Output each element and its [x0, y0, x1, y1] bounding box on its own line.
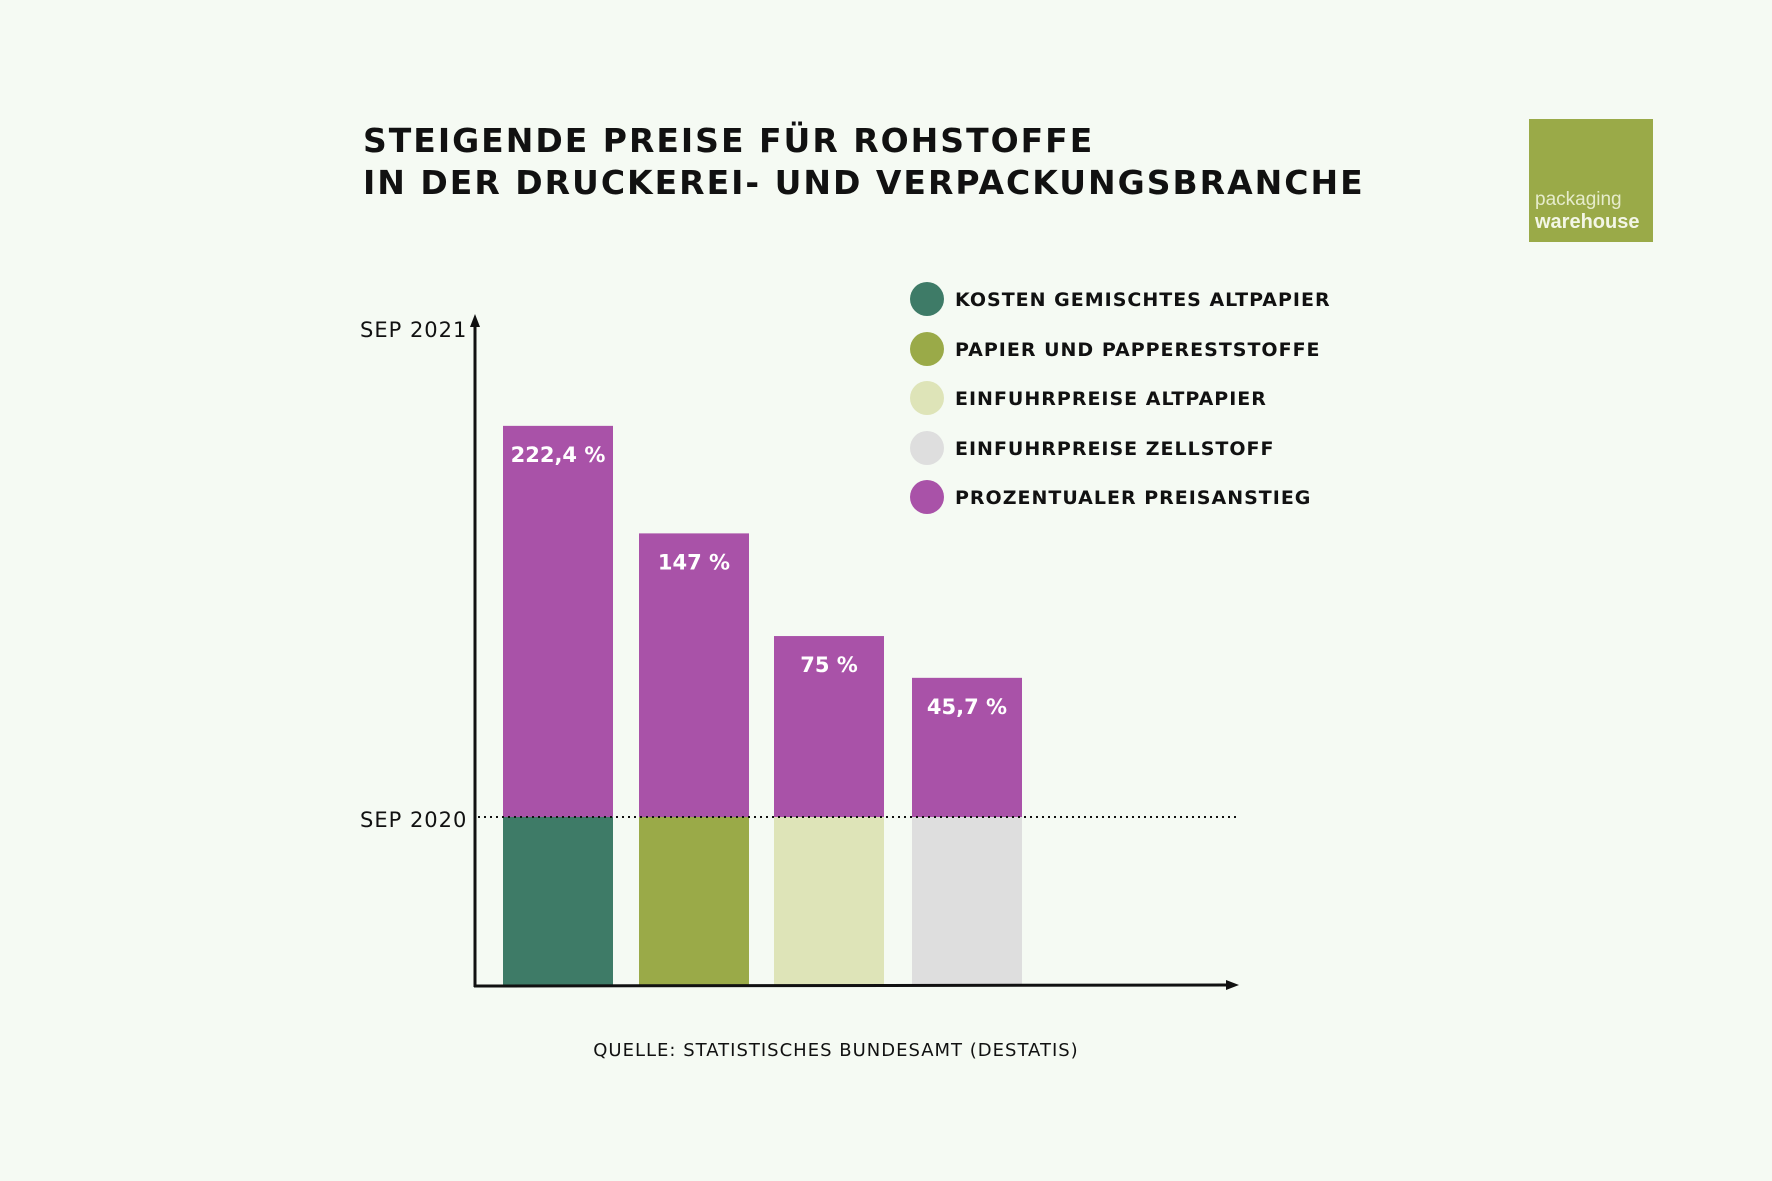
legend-item: KOSTEN GEMISCHTES ALTPAPIER	[910, 282, 1331, 332]
legend-item: PAPIER UND PAPPERESTSTOFFE	[910, 331, 1331, 382]
legend-swatch-icon	[910, 480, 944, 514]
logo-text-2: warehouse	[1535, 211, 1640, 233]
legend-swatch-icon	[910, 381, 944, 415]
legend-swatch-icon	[910, 430, 944, 465]
legend-label: KOSTEN GEMISCHTES ALTPAPIER	[955, 289, 1331, 311]
legend-swatch-icon	[910, 331, 944, 366]
chart-title: STEIGENDE PREISE FÜR ROHSTOFFE IN DER DR…	[363, 120, 1365, 204]
x-axis	[473, 983, 1229, 988]
y-tick-sep-2020: SEP 2020	[360, 808, 468, 832]
legend-item: EINFUHRPREISE ZELLSTOFF	[910, 430, 1331, 481]
legend-label: PROZENTUALER PREISANSTIEG	[955, 487, 1312, 509]
y-tick-sep-2021: SEP 2021	[360, 318, 468, 342]
data-label: 222,4 %	[511, 443, 606, 467]
legend-item: PROZENTUALER PREISANSTIEG	[910, 480, 1331, 530]
source-note: QUELLE: STATISTISCHES BUNDESAMT (DESTATI…	[593, 1040, 1079, 1061]
bar-increase-2	[639, 533, 749, 817]
legend-label: EINFUHRPREISE ZELLSTOFF	[955, 437, 1275, 460]
bar-increase-1	[503, 425, 613, 817]
legend-label: EINFUHRPREISE ALTPAPIER	[955, 388, 1267, 410]
data-label: 75 %	[800, 653, 858, 677]
bar-increase-3	[774, 636, 884, 817]
bar-base-2	[639, 817, 749, 985]
title-line-2: IN DER DRUCKEREI- UND VERPACKUNGSBRANCHE	[363, 163, 1365, 202]
y-axis-arrow	[470, 314, 480, 327]
x-axis-arrow	[1226, 980, 1239, 990]
bar-increase-4	[912, 677, 1022, 817]
data-label: 147 %	[658, 550, 730, 574]
legend-item: EINFUHRPREISE ALTPAPIER	[910, 381, 1331, 431]
data-label: 45,7 %	[927, 695, 1007, 719]
logo-text-1: packaging	[1535, 189, 1622, 210]
bar-base-3	[774, 817, 884, 985]
bar-base-1	[503, 817, 613, 985]
legend: KOSTEN GEMISCHTES ALTPAPIER PAPIER UND PA…	[910, 282, 1331, 530]
legend-label: PAPIER UND PAPPERESTSTOFFE	[955, 338, 1321, 361]
legend-swatch-icon	[910, 282, 944, 316]
bar-base-4	[912, 817, 1022, 985]
packaging-warehouse-logo: packaging warehouse	[1529, 119, 1653, 242]
title-line-1: STEIGENDE PREISE FÜR ROHSTOFFE	[363, 121, 1095, 160]
